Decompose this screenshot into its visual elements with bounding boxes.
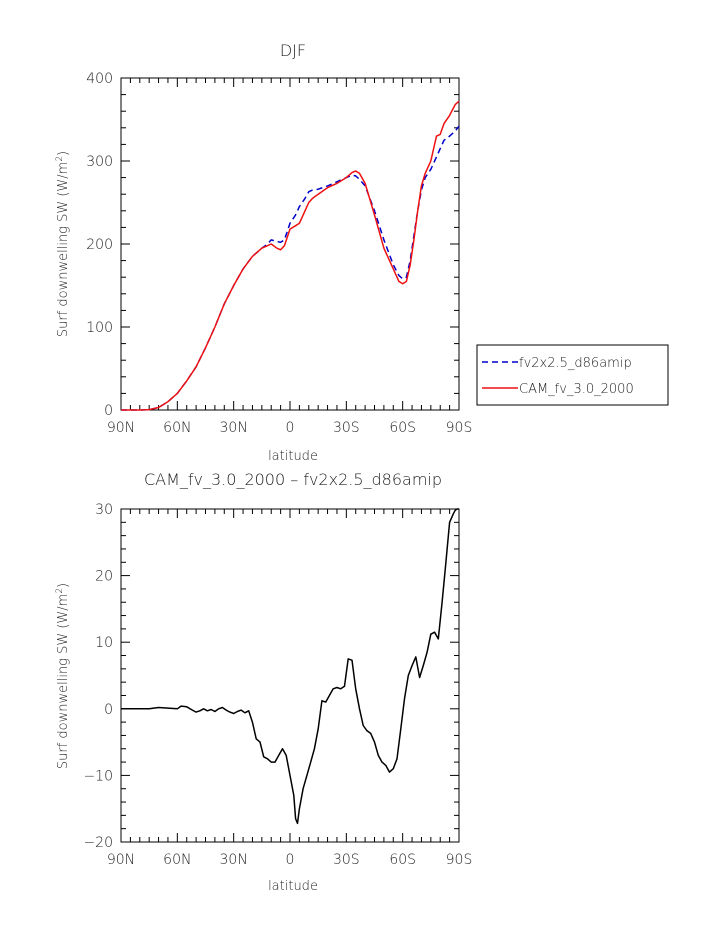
bottom-series-group — [121, 508, 459, 825]
legend-box — [476, 344, 669, 406]
bottom-y-tick-labels: −20 −10 0 10 20 30 — [83, 502, 113, 851]
top-x-tick-labels: 90N 60N 30N 0 30S 60S 90S — [107, 420, 473, 436]
y-tick-label: 0 — [104, 702, 113, 718]
top-plot-frame — [120, 77, 460, 411]
y-tick-label: 10 — [95, 635, 113, 651]
x-tick-label: 30N — [220, 852, 248, 868]
bottom-tick-marks — [120, 508, 460, 843]
x-tick-label: 60S — [389, 852, 416, 868]
x-tick-label: 90N — [107, 420, 135, 436]
top-x-axis-label: latitude — [268, 449, 318, 464]
x-tick-label: 60S — [389, 420, 416, 436]
y-tick-label: 0 — [104, 403, 113, 419]
bottom-y-axis-label-end: ) — [56, 583, 71, 588]
y-tick-label: 300 — [86, 154, 113, 170]
bottom-y-axis-label-sup: 2 — [55, 588, 65, 594]
legend-label-fv2x2.5: fv2x2.5_d86amip — [519, 356, 632, 371]
top-y-axis-label: Surf downwelling SW (W/m2) — [55, 151, 71, 337]
x-tick-label: 0 — [286, 420, 295, 436]
bottom-panel: CAM_fv_3.0_2000 – fv2x2.5_d86amip 90N 60N… — [55, 470, 472, 894]
series-line-CAM_fv_3.0_2000 — [121, 100, 460, 411]
x-tick-label: 0 — [286, 852, 295, 868]
y-tick-label: 20 — [95, 569, 113, 585]
x-tick-label: 30N — [220, 420, 248, 436]
y-tick-label: 100 — [86, 320, 113, 336]
top-series-group — [121, 100, 460, 411]
top-y-axis-label-text: Surf downwelling SW (W/m — [56, 162, 71, 337]
top-y-axis-label-sup: 2 — [55, 156, 65, 162]
x-tick-label: 90S — [446, 420, 473, 436]
bottom-x-tick-labels: 90N 60N 30N 0 30S 60S 90S — [107, 852, 473, 868]
y-tick-label: 30 — [95, 502, 113, 518]
x-tick-label: 90S — [446, 852, 473, 868]
top-chart-title: DJF — [280, 41, 306, 60]
y-tick-label: 200 — [86, 237, 113, 253]
series-line-difference — [121, 508, 459, 825]
x-tick-label: 30S — [333, 420, 360, 436]
y-tick-label: −20 — [83, 835, 113, 851]
series-line-fv2x2.5_d86amip — [121, 125, 460, 411]
bottom-y-axis-label: Surf downwelling SW (W/m2) — [55, 583, 71, 769]
x-tick-label: 60N — [163, 852, 191, 868]
x-tick-label: 60N — [163, 420, 191, 436]
bottom-x-axis-label: latitude — [268, 879, 318, 894]
legend: fv2x2.5_d86amip CAM_fv_3.0_2000 — [476, 344, 669, 406]
bottom-chart-title: CAM_fv_3.0_2000 – fv2x2.5_d86amip — [144, 470, 442, 489]
top-y-tick-labels: 0 100 200 300 400 — [86, 71, 113, 419]
x-tick-label: 90N — [107, 852, 135, 868]
bottom-y-axis-label-text: Surf downwelling SW (W/m — [56, 594, 71, 769]
y-tick-label: −10 — [83, 768, 113, 784]
legend-label-cam: CAM_fv_3.0_2000 — [519, 382, 634, 397]
top-tick-marks — [120, 77, 460, 411]
x-tick-label: 30S — [333, 852, 360, 868]
top-y-axis-label-end: ) — [56, 151, 71, 156]
y-tick-label: 400 — [86, 71, 113, 87]
top-panel: DJF 90N 60N 30N 0 30S 60S 90S 0 100 200 300 400 la… — [55, 41, 472, 464]
